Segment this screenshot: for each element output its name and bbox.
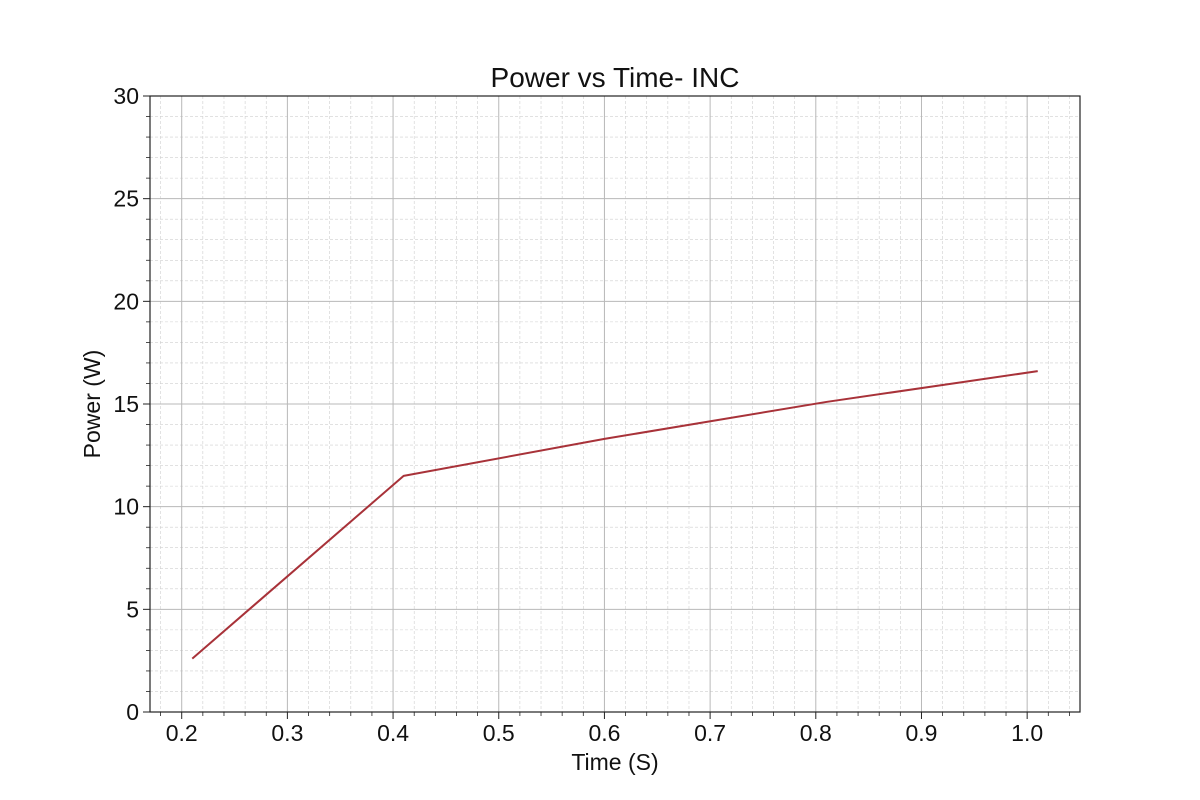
x-tick-label: 0.8 xyxy=(800,720,832,746)
x-tick-label: 0.9 xyxy=(905,720,937,746)
x-tick-label: 0.3 xyxy=(271,720,303,746)
series-layer xyxy=(191,370,1038,660)
x-tick-label: 1.0 xyxy=(1011,720,1043,746)
y-tick-label: 5 xyxy=(126,596,139,622)
chart-title: Power vs Time- INC xyxy=(491,62,740,93)
power-series-line xyxy=(191,370,1038,660)
x-tick-label: 0.4 xyxy=(377,720,409,746)
x-axis-label: Time (S) xyxy=(571,749,658,775)
axis-ticks xyxy=(143,95,1070,719)
y-tick-label: 25 xyxy=(113,186,139,212)
x-tick-label: 0.2 xyxy=(166,720,198,746)
y-axis-label: Power (W) xyxy=(79,350,105,459)
y-tick-label: 20 xyxy=(113,288,139,314)
y-tick-label: 30 xyxy=(113,83,139,109)
axis-tick-labels: 0.2 0.3 0.4 0.5 0.6 0.7 0.8 0.9 1.0 0 5 10 15 20 25 30 xyxy=(113,83,1043,746)
y-tick-label: 0 xyxy=(126,699,139,725)
x-tick-label: 0.7 xyxy=(694,720,726,746)
y-tick-label: 10 xyxy=(113,494,139,520)
y-tick-label: 15 xyxy=(113,391,139,417)
x-tick-label: 0.6 xyxy=(588,720,620,746)
major-grid xyxy=(150,95,1080,713)
x-tick-label: 0.5 xyxy=(483,720,515,746)
